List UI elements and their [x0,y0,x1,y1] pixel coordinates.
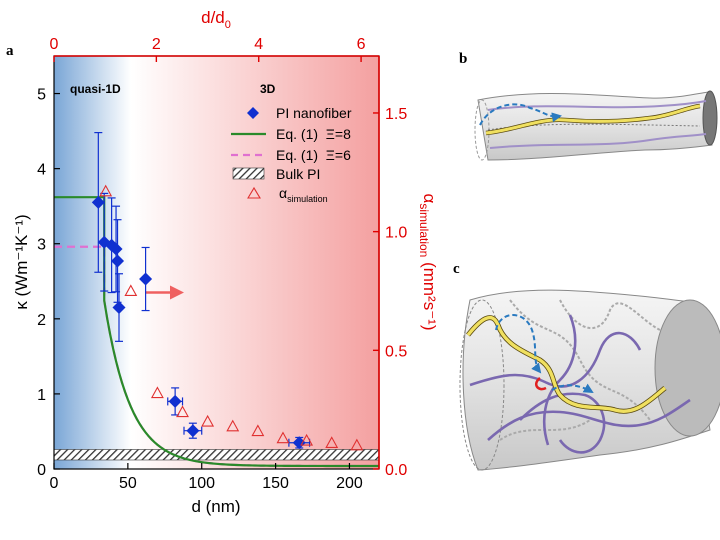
top-tick-label: 0 [50,36,59,53]
x-tick-label: 50 [119,475,137,492]
polymer-chain-purple [487,398,691,441]
heat-transport-arrow [495,314,542,374]
data-point-nanofiber [292,436,306,450]
bulk-cylinder-front-rim [459,299,505,471]
top-tick-label: 6 [357,36,366,53]
right-tick-label: 1.5 [385,106,407,123]
bulk-cylinder [462,289,711,471]
data-point-simulation [99,184,113,197]
legend-label-bulk: Bulk PI [276,166,320,182]
legend-label-nanofiber: PI nanofiber [276,105,352,121]
polymer-chain-purple [489,133,707,149]
region-label-quasi-1d: quasi-1D [70,82,121,96]
polymer-chain-dashed [487,123,701,131]
legend-marker-simulation [247,186,261,199]
y-tick-label: 0 [37,462,46,479]
x-axis-label: d (nm) [191,497,240,516]
y-tick-label: 3 [37,237,46,254]
panel-label-c: c [453,261,460,277]
y-tick-label: 5 [37,87,46,104]
polymer-chain-purple [487,100,707,111]
polymer-chain-highlight [485,104,701,135]
y-tick-label: 2 [37,312,46,329]
data-point-simulation [350,438,364,451]
data-point-simulation [226,419,240,432]
data-point-simulation [300,433,314,446]
nanofiber-end-cap [702,90,718,146]
plot-background [54,56,379,469]
data-point-simulation [150,386,164,399]
legend-marker-nanofiber [247,107,259,119]
axis-indicator-arrowhead [170,285,184,300]
y-tick-label: 4 [37,162,46,179]
top-axis-label: d/d0 [201,8,231,31]
panel-label-b: b [459,51,467,67]
top-tick-label: 4 [254,36,263,53]
legend: PI nanofiber Eq. (1) Ξ=8 Eq. (1) Ξ=6 Bul… [231,105,352,204]
nanofiber-tube [477,91,713,161]
thermal-conductivity-chart: 0 50 100 150 200 0 1 2 3 4 5 0.0 0.5 1.0 1.5 0 2 4 6 quasi… [6,8,439,516]
chain-contact-mark [535,377,547,391]
right-axis-label: αsimulation (mm²s⁻¹) [417,193,439,330]
x-tick-label: 150 [262,475,289,492]
data-point-nanofiber [91,195,105,209]
polymer-chain-purple [542,314,577,446]
panel-b-illustration: b [459,51,718,161]
heat-transport-arrow [479,103,562,126]
data-point-simulation [124,284,138,297]
y-axis-label: κ (Wm⁻¹K⁻¹) [12,214,31,309]
y-tick-label: 1 [37,387,46,404]
legend-label-xi6: Eq. (1) Ξ=6 [276,147,351,163]
legend-swatch-bulk [232,167,265,180]
x-tick-label: 0 [50,475,59,492]
data-point-simulation [201,414,215,427]
bulk-cylinder-end-cap [654,299,720,437]
data-point-nanofiber [186,424,200,438]
data-point-simulation [276,431,290,444]
legend-label-simulation: αsimulation [279,185,328,204]
polymer-chain-highlight [466,315,667,413]
top-tick-label: 2 [152,36,161,53]
data-point-nanofiber [139,272,153,286]
polymer-chain-dashed [559,299,661,331]
data-point-nanofiber [109,242,123,256]
data-point-nanofiber [168,394,182,408]
right-tick-label: 1.0 [385,225,407,242]
heat-transport-arrow [551,383,594,394]
legend-label-xi8: Eq. (1) Ξ=8 [276,126,351,142]
bulk-pi-band [53,449,380,461]
data-point-nanofiber [112,301,126,315]
fit-curve-xi8 [54,196,379,468]
data-point-simulation [251,424,265,437]
panel-c-illustration: c [453,261,720,471]
region-label-3d: 3D [260,82,276,96]
data-point-simulation [176,405,189,418]
polymer-chain-purple [469,331,642,388]
data-point-simulation [325,436,339,448]
right-tick-label: 0.5 [385,343,407,360]
x-tick-label: 200 [336,475,363,492]
data-point-nanofiber [111,254,125,268]
panel-label-a: a [6,43,14,59]
right-tick-label: 0.0 [385,462,407,479]
x-tick-label: 100 [188,475,215,492]
